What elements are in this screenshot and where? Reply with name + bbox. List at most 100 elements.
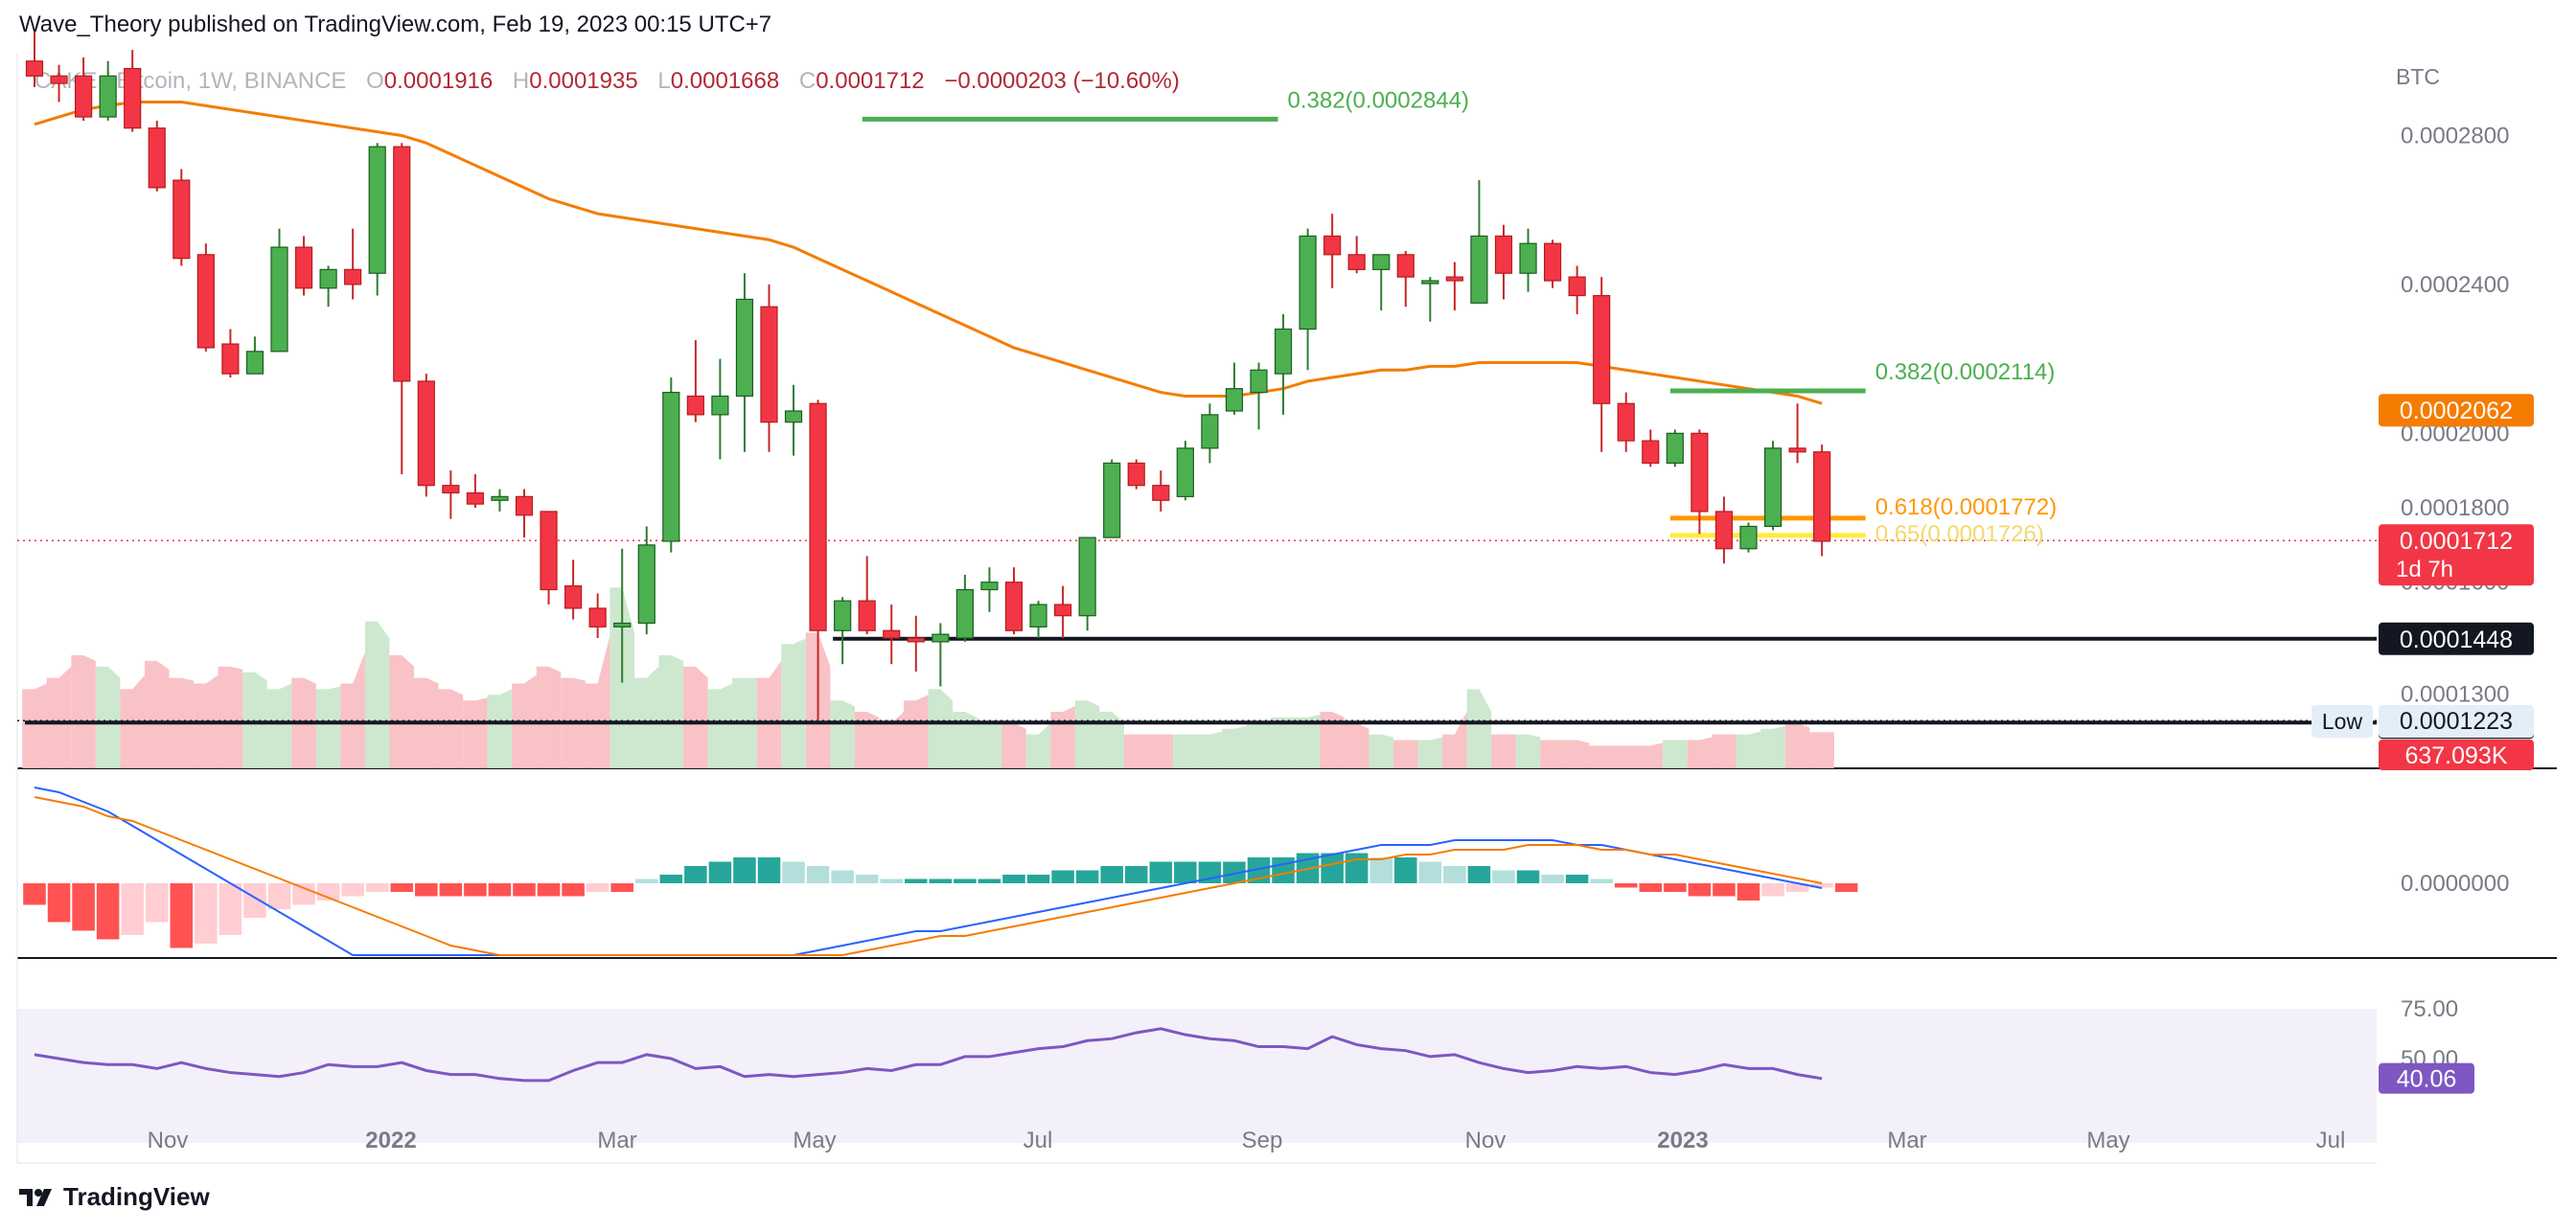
- candle-body: [588, 607, 607, 627]
- candles: [25, 31, 1831, 720]
- volume-bar: [1025, 722, 1051, 768]
- candle-body: [1250, 369, 1268, 394]
- candle-body: [466, 491, 484, 505]
- candle-body: [1029, 604, 1047, 627]
- candle-body: [1274, 328, 1293, 375]
- price-tick: 0.0001300: [2401, 681, 2509, 707]
- signal-line: [34, 796, 1823, 956]
- macd-histogram-bar: [1124, 866, 1148, 883]
- candle-body: [564, 585, 583, 609]
- macd-histogram-bar: [733, 857, 756, 883]
- volume-bar: [1197, 731, 1223, 768]
- time-axis: Nov 2022 Mar May Jul Sep Nov 2023 Mar May Jul: [148, 1128, 2346, 1153]
- macd-histogram-bar: [1664, 883, 1687, 892]
- candle-body: [858, 600, 876, 631]
- candle-body: [50, 75, 68, 84]
- candle-body: [980, 582, 999, 591]
- volume-bar: [1466, 689, 1492, 768]
- candle-body: [1152, 485, 1170, 501]
- volume-bar: [46, 666, 72, 768]
- candle-body: [417, 380, 435, 487]
- candle-body: [1788, 447, 1806, 453]
- volume-bar: [71, 655, 96, 768]
- candle-body: [932, 633, 950, 643]
- volume-bar: [536, 666, 562, 768]
- volume-bar: [953, 712, 978, 768]
- volume-bar: [95, 666, 121, 768]
- price-badge: [2379, 524, 2534, 586]
- macd-histogram-bar: [464, 883, 487, 897]
- volume-bar: [1393, 740, 1418, 768]
- macd-histogram-bar: [121, 883, 144, 935]
- volume-bar: [1760, 725, 1785, 768]
- macd-histogram-bar: [1736, 883, 1760, 901]
- candle-body: [1372, 254, 1391, 270]
- volume-bar: [315, 686, 341, 768]
- macd-histogram-bar: [1394, 857, 1417, 883]
- candle-body: [1763, 447, 1782, 528]
- support-badge-label: 0.0001448: [2400, 627, 2513, 653]
- price-badge-label: 0.0001712: [2400, 528, 2513, 555]
- macd-histogram-bar: [782, 861, 805, 883]
- ohlc-legend: CAKE / Bitcoin, 1W, BINANCE O0.0001916 H…: [34, 68, 1180, 94]
- time-tick: May: [2086, 1128, 2129, 1153]
- candle-body: [686, 395, 704, 416]
- candle-body: [1396, 254, 1414, 278]
- time-tick: Sep: [1242, 1128, 1283, 1153]
- macd-histogram-bar: [1639, 883, 1663, 892]
- macd-histogram-bar: [1541, 875, 1564, 883]
- macd-histogram-bar: [47, 883, 71, 923]
- candle-body: [245, 351, 264, 375]
- candle-body: [368, 146, 386, 274]
- candle-body: [270, 246, 288, 353]
- candle-body: [221, 343, 240, 375]
- candle-body: [1347, 254, 1366, 270]
- volume-bar: [1271, 717, 1296, 768]
- macd-histogram-bar: [610, 883, 633, 892]
- macd-histogram-bar: [1051, 870, 1074, 883]
- macd-histogram-bar: [23, 883, 46, 905]
- countdown-label: 1d 7h: [2396, 557, 2453, 582]
- candle-body: [809, 402, 827, 631]
- time-tick: Nov: [148, 1128, 189, 1153]
- volume-bar: [1344, 722, 1369, 768]
- volume-bar: [1246, 719, 1272, 768]
- candle-body: [1714, 511, 1734, 550]
- macd-histogram-bar: [1614, 883, 1638, 888]
- macd-histogram-bar: [513, 883, 536, 897]
- volume-bar: [830, 700, 855, 768]
- tradingview-logo: TradingView: [19, 1182, 210, 1212]
- macd-histogram-bar: [1761, 883, 1784, 897]
- macd-histogram-bar: [586, 883, 610, 892]
- publisher-caption: Wave_Theory published on TradingView.com…: [19, 11, 772, 37]
- candle-body: [613, 622, 632, 627]
- volume-bar: [1564, 740, 1590, 768]
- macd-histogram-bar: [1590, 878, 1613, 883]
- volume-bar: [1173, 734, 1198, 768]
- macd-histogram-bar: [390, 883, 414, 892]
- candle-body: [1201, 414, 1219, 449]
- macd-histogram-bar: [1075, 870, 1099, 883]
- candle-body: [1470, 235, 1488, 304]
- fib-label: 0.382(0.0002114): [1875, 359, 2056, 385]
- volume-bar: [1809, 732, 1834, 768]
- volume-bar: [1736, 731, 1761, 768]
- macd-histogram-bar: [1713, 883, 1736, 897]
- candle-body: [294, 246, 313, 289]
- candle-body: [491, 495, 509, 501]
- macd-histogram-bar: [1443, 866, 1466, 883]
- price-tick: 0.0002400: [2401, 272, 2509, 298]
- macd-histogram-bar: [218, 883, 242, 935]
- macd-histogram-bar: [341, 883, 364, 897]
- volume-bar: [585, 635, 610, 768]
- macd-histogram-bar: [1418, 861, 1442, 883]
- candle-body: [1445, 276, 1464, 282]
- close-label: C: [799, 68, 816, 94]
- volume-bar: [781, 638, 806, 768]
- time-tick: 2023: [1657, 1128, 1708, 1153]
- candle-body: [760, 306, 778, 423]
- candle-body: [148, 127, 166, 189]
- time-tick: Jul: [1024, 1128, 1053, 1153]
- volume-bar: [438, 689, 464, 768]
